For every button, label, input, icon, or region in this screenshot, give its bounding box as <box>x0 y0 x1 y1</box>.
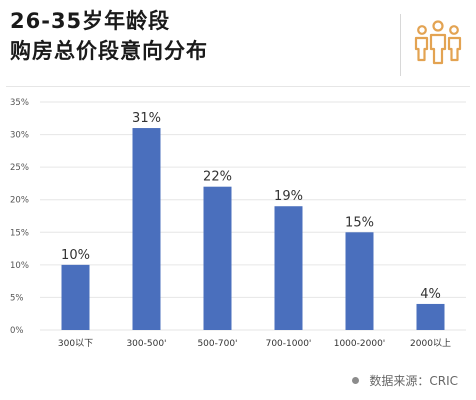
title-line-1: 26-35岁年龄段 <box>10 9 171 33</box>
chart-title: 26-35岁年龄段 购房总价段意向分布 <box>10 6 208 66</box>
x-tick-label: 700-1000' <box>266 339 312 349</box>
y-tick-label: 20% <box>10 196 29 206</box>
x-tick-label: 300-500' <box>126 339 166 349</box>
header-rule <box>6 86 470 87</box>
data-label: 31% <box>132 111 161 126</box>
header-divider <box>400 14 401 76</box>
y-tick-label: 0% <box>10 326 24 336</box>
data-label: 22% <box>203 170 232 185</box>
y-tick-label: 15% <box>10 228 29 238</box>
bar <box>132 128 161 330</box>
y-tick-label: 5% <box>10 293 24 303</box>
people-group-icon <box>414 20 462 65</box>
source-note: 数据来源：CRIC <box>352 372 458 389</box>
bar-chart: 0% 5% 10% 15% 20% 25% 30% 35% 10% 300以下 31% 300-500… <box>10 98 466 349</box>
bullet-dot <box>352 377 360 384</box>
bar <box>416 303 445 330</box>
bar <box>274 206 303 330</box>
source-text: 数据来源：CRIC <box>369 374 458 388</box>
y-tick-label: 35% <box>10 98 29 108</box>
y-tick-label: 25% <box>10 163 29 173</box>
bar <box>345 232 374 330</box>
x-tick-label: 300以下 <box>58 339 93 349</box>
x-tick-label: 500-700' <box>197 339 237 349</box>
bar <box>203 186 232 330</box>
data-label: 10% <box>61 248 90 263</box>
data-label: 15% <box>345 215 374 230</box>
bar <box>61 264 90 330</box>
data-label: 19% <box>274 189 303 204</box>
x-tick-label: 2000以上 <box>410 338 451 349</box>
y-tick-label: 10% <box>10 261 29 271</box>
x-tick-label: 1000-2000' <box>334 339 386 349</box>
y-tick-label: 30% <box>10 131 29 141</box>
data-label: 4% <box>420 287 441 302</box>
title-line-2: 购房总价段意向分布 <box>10 39 208 63</box>
